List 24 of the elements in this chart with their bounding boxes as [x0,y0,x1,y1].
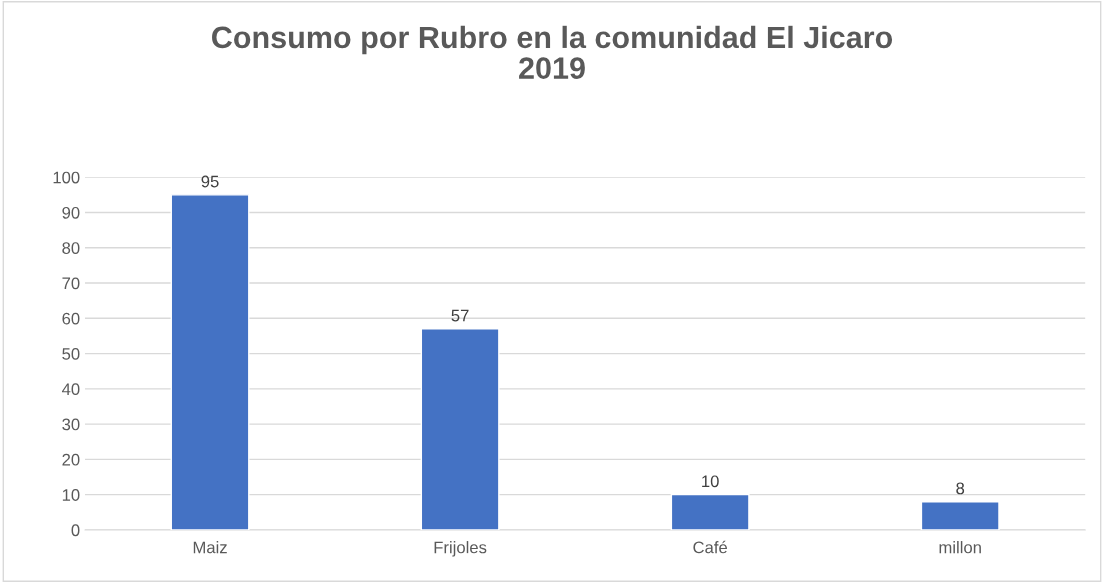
y-tick-label: 100 [53,171,80,184]
data-label: 57 [451,309,469,322]
data-label: 10 [702,475,719,488]
y-tick-label: 60 [62,312,80,325]
x-tick-label: Café [693,540,728,554]
bar [920,501,1000,530]
y-tick-label: 30 [62,418,80,431]
y-tick-label: 20 [62,453,80,466]
bar [420,328,500,530]
bar [170,194,250,530]
y-tick-label: 70 [62,277,80,290]
bar [670,493,750,530]
y-tick-label: 80 [62,242,80,254]
y-tick-label: 90 [62,206,80,219]
y-tick-label: 0 [71,524,80,537]
x-tick-label: Frijoles [434,541,487,557]
y-tick-label: 50 [62,347,80,360]
y-tick-label: 40 [61,383,80,396]
x-tick-label: millon [939,541,981,554]
y-tick-label: 10 [62,489,80,501]
data-label: 95 [201,175,219,188]
data-label: 8 [956,482,965,495]
chart-title: Consumo por Rubro en la comunidad El Jicaro 2019 [212,25,893,79]
x-tick-label: Maiz [193,541,227,554]
